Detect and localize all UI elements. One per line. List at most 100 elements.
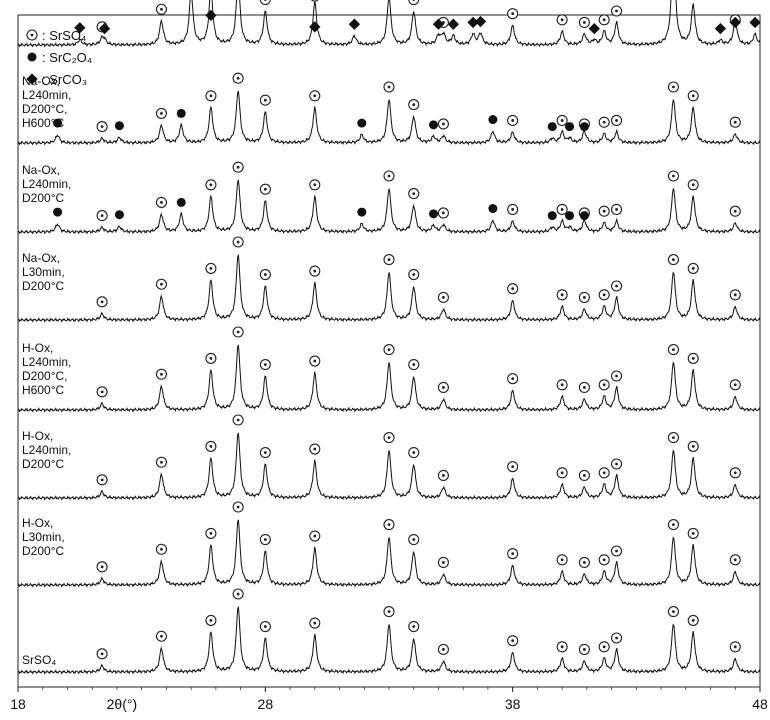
srso4-marker-dot	[160, 112, 163, 115]
pattern-line	[18, 254, 761, 323]
src2o4-marker	[488, 115, 498, 125]
srso4-marker-dot	[602, 18, 606, 22]
srso4-marker-dot	[615, 462, 618, 466]
srco3-marker	[447, 18, 459, 30]
srso4-marker	[408, 0, 420, 6]
src2o4-marker	[176, 197, 186, 207]
srso4-marker-dot	[511, 208, 515, 211]
srso4-marker-dot	[582, 386, 586, 389]
srso4-marker-dot	[560, 208, 564, 211]
srso4-marker-dot	[313, 94, 317, 98]
srso4-marker-dot	[511, 287, 515, 291]
srso4-marker-dot	[615, 374, 618, 378]
srso4-marker-dot	[733, 558, 737, 562]
srso4-marker-dot	[236, 76, 240, 80]
srso4-marker-dot	[560, 119, 564, 122]
src2o4-marker	[176, 108, 186, 118]
src2o4-marker	[357, 207, 367, 217]
srso4-marker-dot	[412, 192, 416, 196]
srso4-marker-dot	[100, 478, 104, 482]
srso4-marker-dot	[30, 33, 34, 37]
src2o4-marker	[114, 121, 124, 131]
srso4-marker-dot	[160, 634, 163, 638]
srso4-marker-dot	[442, 561, 445, 564]
srso4-marker-dot	[560, 645, 564, 649]
srso4-marker-dot	[236, 240, 240, 244]
sample-label: H-Ox, L240min, D200°C, H600°C	[22, 341, 71, 397]
src2o4-marker	[114, 210, 124, 220]
srso4-marker-dot	[263, 98, 267, 102]
src2o4-marker	[547, 122, 557, 132]
srco3-marker	[588, 22, 600, 35]
srco3-marker	[714, 22, 727, 35]
srso4-marker-dot	[209, 183, 213, 187]
srso4-marker-dot	[387, 436, 391, 439]
srso4-marker-dot	[511, 465, 515, 469]
srso4-marker-dot	[560, 471, 564, 475]
srso4-marker-dot	[264, 0, 267, 1]
srco3-marker	[474, 15, 487, 28]
srso4-marker-dot	[733, 209, 737, 213]
srso4-marker-dot	[160, 460, 163, 464]
srso4-marker-dot	[263, 363, 267, 366]
srso4-marker-dot	[582, 296, 586, 299]
srso4-marker-dot	[560, 558, 564, 562]
srso4-marker-dot	[615, 208, 618, 211]
srco3-marker	[309, 21, 321, 33]
pattern-line	[18, 179, 761, 235]
srso4-marker-dot	[442, 474, 445, 477]
srso4-marker-dot	[209, 445, 213, 448]
srso4-marker-dot	[387, 85, 391, 89]
srso4-marker-dot	[412, 0, 416, 1]
srso4-marker-dot	[442, 386, 445, 389]
srso4-marker-dot	[672, 174, 675, 178]
srso4-marker-dot	[691, 94, 695, 98]
srso4-marker-dot	[672, 436, 675, 439]
srso4-marker-dot	[602, 558, 606, 562]
srso4-marker-dot	[387, 610, 391, 613]
src2o4-marker	[579, 122, 589, 132]
srso4-marker-dot	[602, 471, 606, 475]
srso4-marker-dot	[733, 293, 737, 297]
srso4-marker-dot	[412, 625, 416, 628]
srso4-marker-dot	[615, 119, 618, 122]
srso4-marker-dot	[313, 183, 317, 187]
srso4-marker-dot	[209, 94, 213, 98]
srso4-marker-dot	[442, 122, 445, 126]
srso4-marker-dot	[733, 120, 737, 124]
pattern-line	[18, 606, 761, 675]
pattern-line	[18, 90, 761, 146]
src2o4-marker	[53, 118, 63, 128]
srso4-marker-dot	[100, 565, 104, 569]
srso4-marker-dot	[313, 447, 317, 451]
srso4-marker-dot	[263, 538, 267, 541]
srso4-marker-dot	[236, 165, 240, 169]
x-tick-label: 18	[10, 696, 26, 712]
sample-label: Na-Ox, L30min, D200°C	[22, 251, 65, 293]
srso4-marker	[259, 0, 271, 6]
srso4-marker-dot	[602, 383, 606, 387]
srso4-marker-dot	[387, 174, 391, 178]
srso4-marker-dot	[412, 538, 416, 541]
src2o4-marker	[357, 118, 367, 128]
src2o4-marker	[488, 204, 498, 214]
srso4-marker-dot	[236, 330, 240, 334]
srso4-marker-dot	[442, 648, 445, 651]
srso4-marker-dot	[691, 619, 695, 622]
srso4-marker-dot	[209, 267, 213, 270]
srso4-marker	[310, 0, 319, 2]
srso4-marker-dot	[387, 523, 391, 526]
srso4-marker-dot	[733, 645, 737, 649]
srso4-marker-dot	[582, 648, 586, 651]
srso4-marker-dot	[236, 592, 240, 596]
pattern-line	[18, 0, 761, 48]
srco3-marker	[348, 18, 361, 30]
srco3-marker	[205, 9, 217, 22]
srso4-marker-dot	[511, 377, 515, 381]
srso4-marker-dot	[672, 610, 675, 613]
srso4-marker-dot	[560, 293, 564, 297]
srso4-marker-dot	[100, 300, 104, 304]
sample-label: H-Ox, L30min, D200°C	[22, 516, 65, 558]
